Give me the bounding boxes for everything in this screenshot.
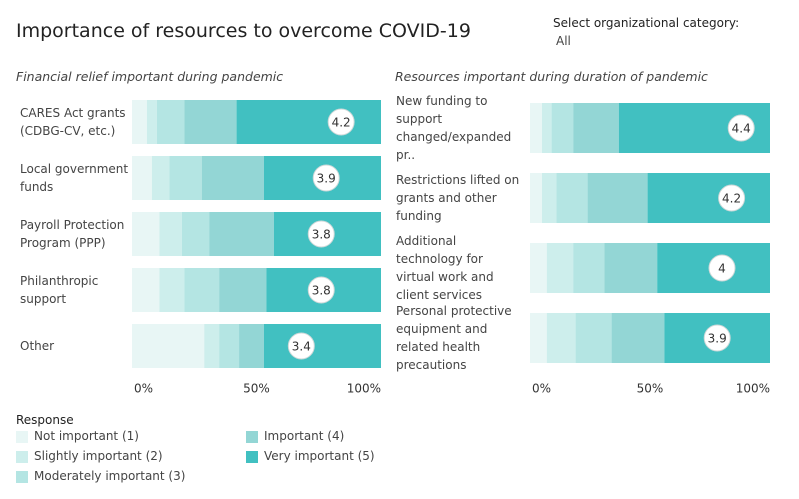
bar-segment [184,268,220,312]
chart-subtitle: Resources important during duration of p… [395,69,708,84]
mean-label: 3.8 [312,228,331,242]
x-tick-label: 50% [637,382,664,396]
legend-title: Response [16,413,74,427]
mean-label: 4 [718,262,726,276]
bar-segment [546,243,574,293]
bar-segment [201,156,264,200]
bar-segment [132,268,160,312]
bar-segment [159,212,182,256]
bar-segment [604,243,658,293]
filter-label: Select organizational category: [553,16,740,30]
bar-segment [542,173,557,223]
bar-segment [181,212,210,256]
bar-segment [159,268,185,312]
bar-segment [546,313,576,363]
bar-segment [132,100,147,144]
x-tick-label: 50% [243,382,270,396]
bar-segment [573,103,619,153]
category-label: Restrictions lifted on grants and other … [396,173,520,223]
mean-label: 3.9 [317,172,336,186]
bar-segment [542,103,552,153]
legend-label[interactable]: Very important (5) [264,449,375,463]
category-label: Payroll Protection Program (PPP) [20,218,125,250]
legend-swatch [246,431,258,443]
bar-segment [647,173,770,223]
category-label: New funding to support changed/expanded … [396,94,512,162]
bar-segment [146,100,157,144]
chart-subtitle: Financial relief important during pandem… [16,69,284,84]
category-label: Personal protective equipment and relate… [396,304,512,372]
bar-segment [530,243,547,293]
bar-segment [575,313,612,363]
bar-segment [556,173,588,223]
category-label: Local government funds [20,162,129,194]
bar-segment [611,313,665,363]
legend-swatch [16,471,28,483]
x-tick-label: 0% [532,382,551,396]
category-label: CARES Act grants (CDBG-CV, etc.) [20,106,126,138]
bar-segment [587,173,648,223]
legend-swatch [246,451,258,463]
mean-label: 4.4 [732,122,751,136]
bar-segment [530,173,542,223]
mean-marker [307,220,335,248]
filter-value[interactable]: All [556,34,571,48]
mean-marker [287,332,315,360]
mean-marker [703,324,731,352]
bar-segment [239,324,264,368]
mean-marker [718,184,746,212]
bar-segment [204,324,220,368]
bar-segment [132,212,160,256]
x-tick-label: 0% [134,382,153,396]
bar-segment [530,313,547,363]
mean-marker [727,114,755,142]
bar-segment [132,324,205,368]
category-label: Additional technology for virtual work a… [396,234,494,302]
mean-label: 3.8 [312,284,331,298]
legend-label[interactable]: Important (4) [264,429,345,443]
category-label: Philanthropic support [20,274,99,306]
bar-segment [573,243,605,293]
mean-marker [708,254,736,282]
mean-marker [327,108,355,136]
bar-segment [132,156,152,200]
mean-label: 3.4 [292,340,311,354]
legend-swatch [16,431,28,443]
mean-label: 4.2 [332,116,351,130]
bar-segment [156,100,185,144]
bar-segment [219,268,267,312]
bar-segment [219,324,240,368]
mean-label: 3.9 [708,332,727,346]
bar-segment [236,100,381,144]
bar-segment [184,100,237,144]
category-label: Other [20,339,55,353]
mean-marker [312,164,340,192]
dashboard-title: Importance of resources to overcome COVI… [16,20,471,42]
legend-label[interactable]: Moderately important (3) [34,469,186,483]
bar-segment [530,103,542,153]
legend-label[interactable]: Slightly important (2) [34,449,163,463]
legend-swatch [16,451,28,463]
bar-segment [551,103,574,153]
bar-segment [209,212,274,256]
bar-segment [263,324,381,368]
mean-marker [307,276,335,304]
mean-label: 4.2 [722,192,741,206]
bar-segment [151,156,170,200]
x-tick-label: 100% [736,382,770,396]
x-tick-label: 100% [347,382,381,396]
bar-segment [169,156,202,200]
legend-label[interactable]: Not important (1) [34,429,139,443]
